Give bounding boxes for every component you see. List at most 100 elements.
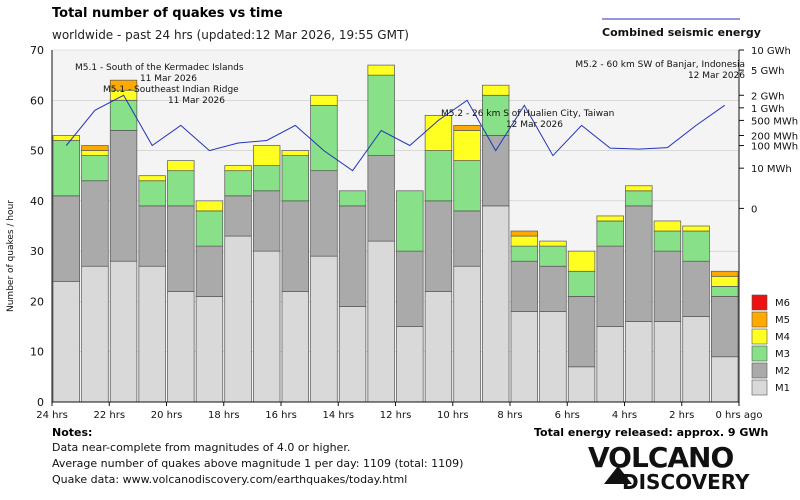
legend-label: M2 bbox=[775, 366, 790, 377]
bar-segment-m1 bbox=[682, 316, 710, 403]
chart-title: Total number of quakes vs time bbox=[52, 6, 283, 21]
bar-segment-m2 bbox=[310, 170, 338, 257]
legend-label: M3 bbox=[775, 349, 790, 360]
x-tick-label: 24 hrs bbox=[36, 410, 68, 421]
y-tick-label: 10 bbox=[30, 346, 44, 359]
bar-segment-m1 bbox=[338, 306, 367, 403]
bar-segment-m2 bbox=[482, 135, 510, 207]
note-line: Average number of quakes above magnitude… bbox=[52, 457, 464, 470]
annotation-date: 11 Mar 2026 bbox=[168, 96, 225, 106]
y-tick-label: 40 bbox=[30, 195, 44, 208]
annotation-date: 11 Mar 2026 bbox=[140, 74, 197, 84]
bar-segment-m1 bbox=[539, 311, 567, 403]
bar-segment-m1 bbox=[567, 366, 596, 403]
brand-logo-line2: DISCOVERY bbox=[622, 470, 750, 494]
x-tick-label: 14 hrs bbox=[322, 410, 354, 421]
bar-segment-m2 bbox=[338, 205, 367, 307]
chart-subtitle: worldwide - past 24 hrs (updated:12 Mar … bbox=[52, 28, 409, 42]
bar-segment-m1 bbox=[195, 296, 224, 403]
x-tick-label: 20 hrs bbox=[151, 410, 183, 421]
bar-segment-m3 bbox=[596, 220, 624, 247]
bar-segment-m2 bbox=[109, 130, 138, 262]
bar-segment-m1 bbox=[625, 321, 653, 403]
bar-segment-m3 bbox=[567, 270, 596, 297]
y2-tick-label: 500 MWh bbox=[751, 116, 798, 127]
note-line: Quake data: www.volcanodiscovery.com/ear… bbox=[52, 473, 408, 486]
bar-segment-m2 bbox=[52, 195, 80, 282]
bar-segment-m1 bbox=[109, 260, 138, 403]
annotation-text: M5.2 - 26 km S of Hualien City, Taiwan bbox=[441, 109, 614, 119]
notes-title: Notes: bbox=[52, 426, 93, 439]
x-tick-label: 4 hrs bbox=[612, 410, 637, 421]
bar-segment-m3 bbox=[281, 155, 309, 202]
x-tick-label: 10 hrs bbox=[437, 410, 469, 421]
y-tick-label: 0 bbox=[37, 396, 44, 409]
bar-segment-m3 bbox=[338, 190, 367, 207]
bar-segment-m3 bbox=[167, 170, 195, 207]
bar-segment-m4 bbox=[682, 225, 710, 232]
bar-segment-m1 bbox=[367, 240, 395, 403]
annotation-text: M5.1 - Southeast Indian Ridge bbox=[103, 85, 239, 95]
bar-segment-m2 bbox=[424, 200, 453, 292]
annotation-text: M5.2 - 60 km SW of Banjar, Indonesia bbox=[575, 60, 745, 70]
bar-segment-m3 bbox=[510, 245, 538, 262]
legend-swatch-m1 bbox=[751, 379, 768, 396]
annotation-text: M5.1 - South of the Kermadec Islands bbox=[75, 63, 244, 73]
bar-segment-m3 bbox=[81, 155, 109, 182]
bar-segment-m2 bbox=[253, 190, 281, 252]
bar-segment-m2 bbox=[167, 205, 195, 292]
bar-segment-m4 bbox=[195, 200, 224, 212]
y2-tick-label: 2 GWh bbox=[751, 91, 785, 102]
bar-segment-m3 bbox=[195, 210, 224, 247]
bar-segment-m4 bbox=[596, 215, 624, 222]
annotation-date: 12 Mar 2026 bbox=[506, 120, 563, 130]
total-energy: Total energy released: approx. 9 GWh bbox=[534, 426, 769, 439]
bar-segment-m4 bbox=[281, 150, 309, 156]
brand-logo-line1: VOLCANO bbox=[588, 441, 734, 474]
bar-segment-m1 bbox=[81, 265, 109, 403]
plot-area bbox=[52, 50, 739, 402]
bar-segment-m4 bbox=[482, 84, 510, 96]
annotation-date: 12 Mar 2026 bbox=[688, 71, 745, 81]
bar-segment-m1 bbox=[253, 250, 281, 403]
bar-segment-m1 bbox=[167, 291, 195, 403]
bar-segment-m2 bbox=[653, 250, 682, 322]
bar-segment-m4 bbox=[711, 275, 739, 287]
bar-segment-m3 bbox=[539, 245, 567, 267]
bar-segment-m4 bbox=[625, 185, 653, 192]
bar-segment-m3 bbox=[109, 99, 138, 131]
bar-segment-m1 bbox=[711, 356, 739, 403]
bar-segment-m4 bbox=[52, 135, 80, 141]
bar-segment-m2 bbox=[567, 296, 596, 368]
bar-segment-m2 bbox=[396, 250, 424, 327]
bar-segment-m2 bbox=[367, 155, 395, 242]
bar-segment-m2 bbox=[81, 180, 109, 267]
y2-tick-label: 0 bbox=[751, 204, 757, 215]
bar-segment-m1 bbox=[424, 291, 453, 403]
bar-segment-m1 bbox=[52, 280, 80, 403]
legend-label: M1 bbox=[775, 383, 790, 394]
bar-segment-m1 bbox=[281, 291, 309, 403]
legend-swatch-m3 bbox=[751, 345, 768, 362]
bar-segment-m4 bbox=[453, 130, 481, 161]
y-tick-label: 20 bbox=[30, 295, 44, 308]
bar-segment-m3 bbox=[224, 170, 252, 197]
x-tick-label: 2 hrs bbox=[669, 410, 694, 421]
energy-line bbox=[65, 94, 725, 172]
bar-segment-m4 bbox=[167, 160, 195, 172]
y2-tick-label: 5 GWh bbox=[751, 66, 785, 77]
legend-label: M5 bbox=[775, 315, 790, 326]
bar-segment-m1 bbox=[310, 255, 338, 403]
bar-segment-m5 bbox=[453, 125, 481, 131]
y2-tick-label: 10 GWh bbox=[751, 46, 791, 57]
bar-segment-m3 bbox=[653, 230, 682, 252]
y2-tick-label: 100 MWh bbox=[751, 142, 798, 153]
bar-segment-m4 bbox=[367, 64, 395, 76]
bar-segment-m4 bbox=[567, 250, 596, 272]
legend-swatch-m5 bbox=[751, 311, 768, 328]
bar-segment-m4 bbox=[253, 145, 281, 167]
bar-segment-m3 bbox=[625, 190, 653, 207]
legend-label: M4 bbox=[775, 332, 790, 343]
y-tick-label: 60 bbox=[30, 94, 44, 107]
